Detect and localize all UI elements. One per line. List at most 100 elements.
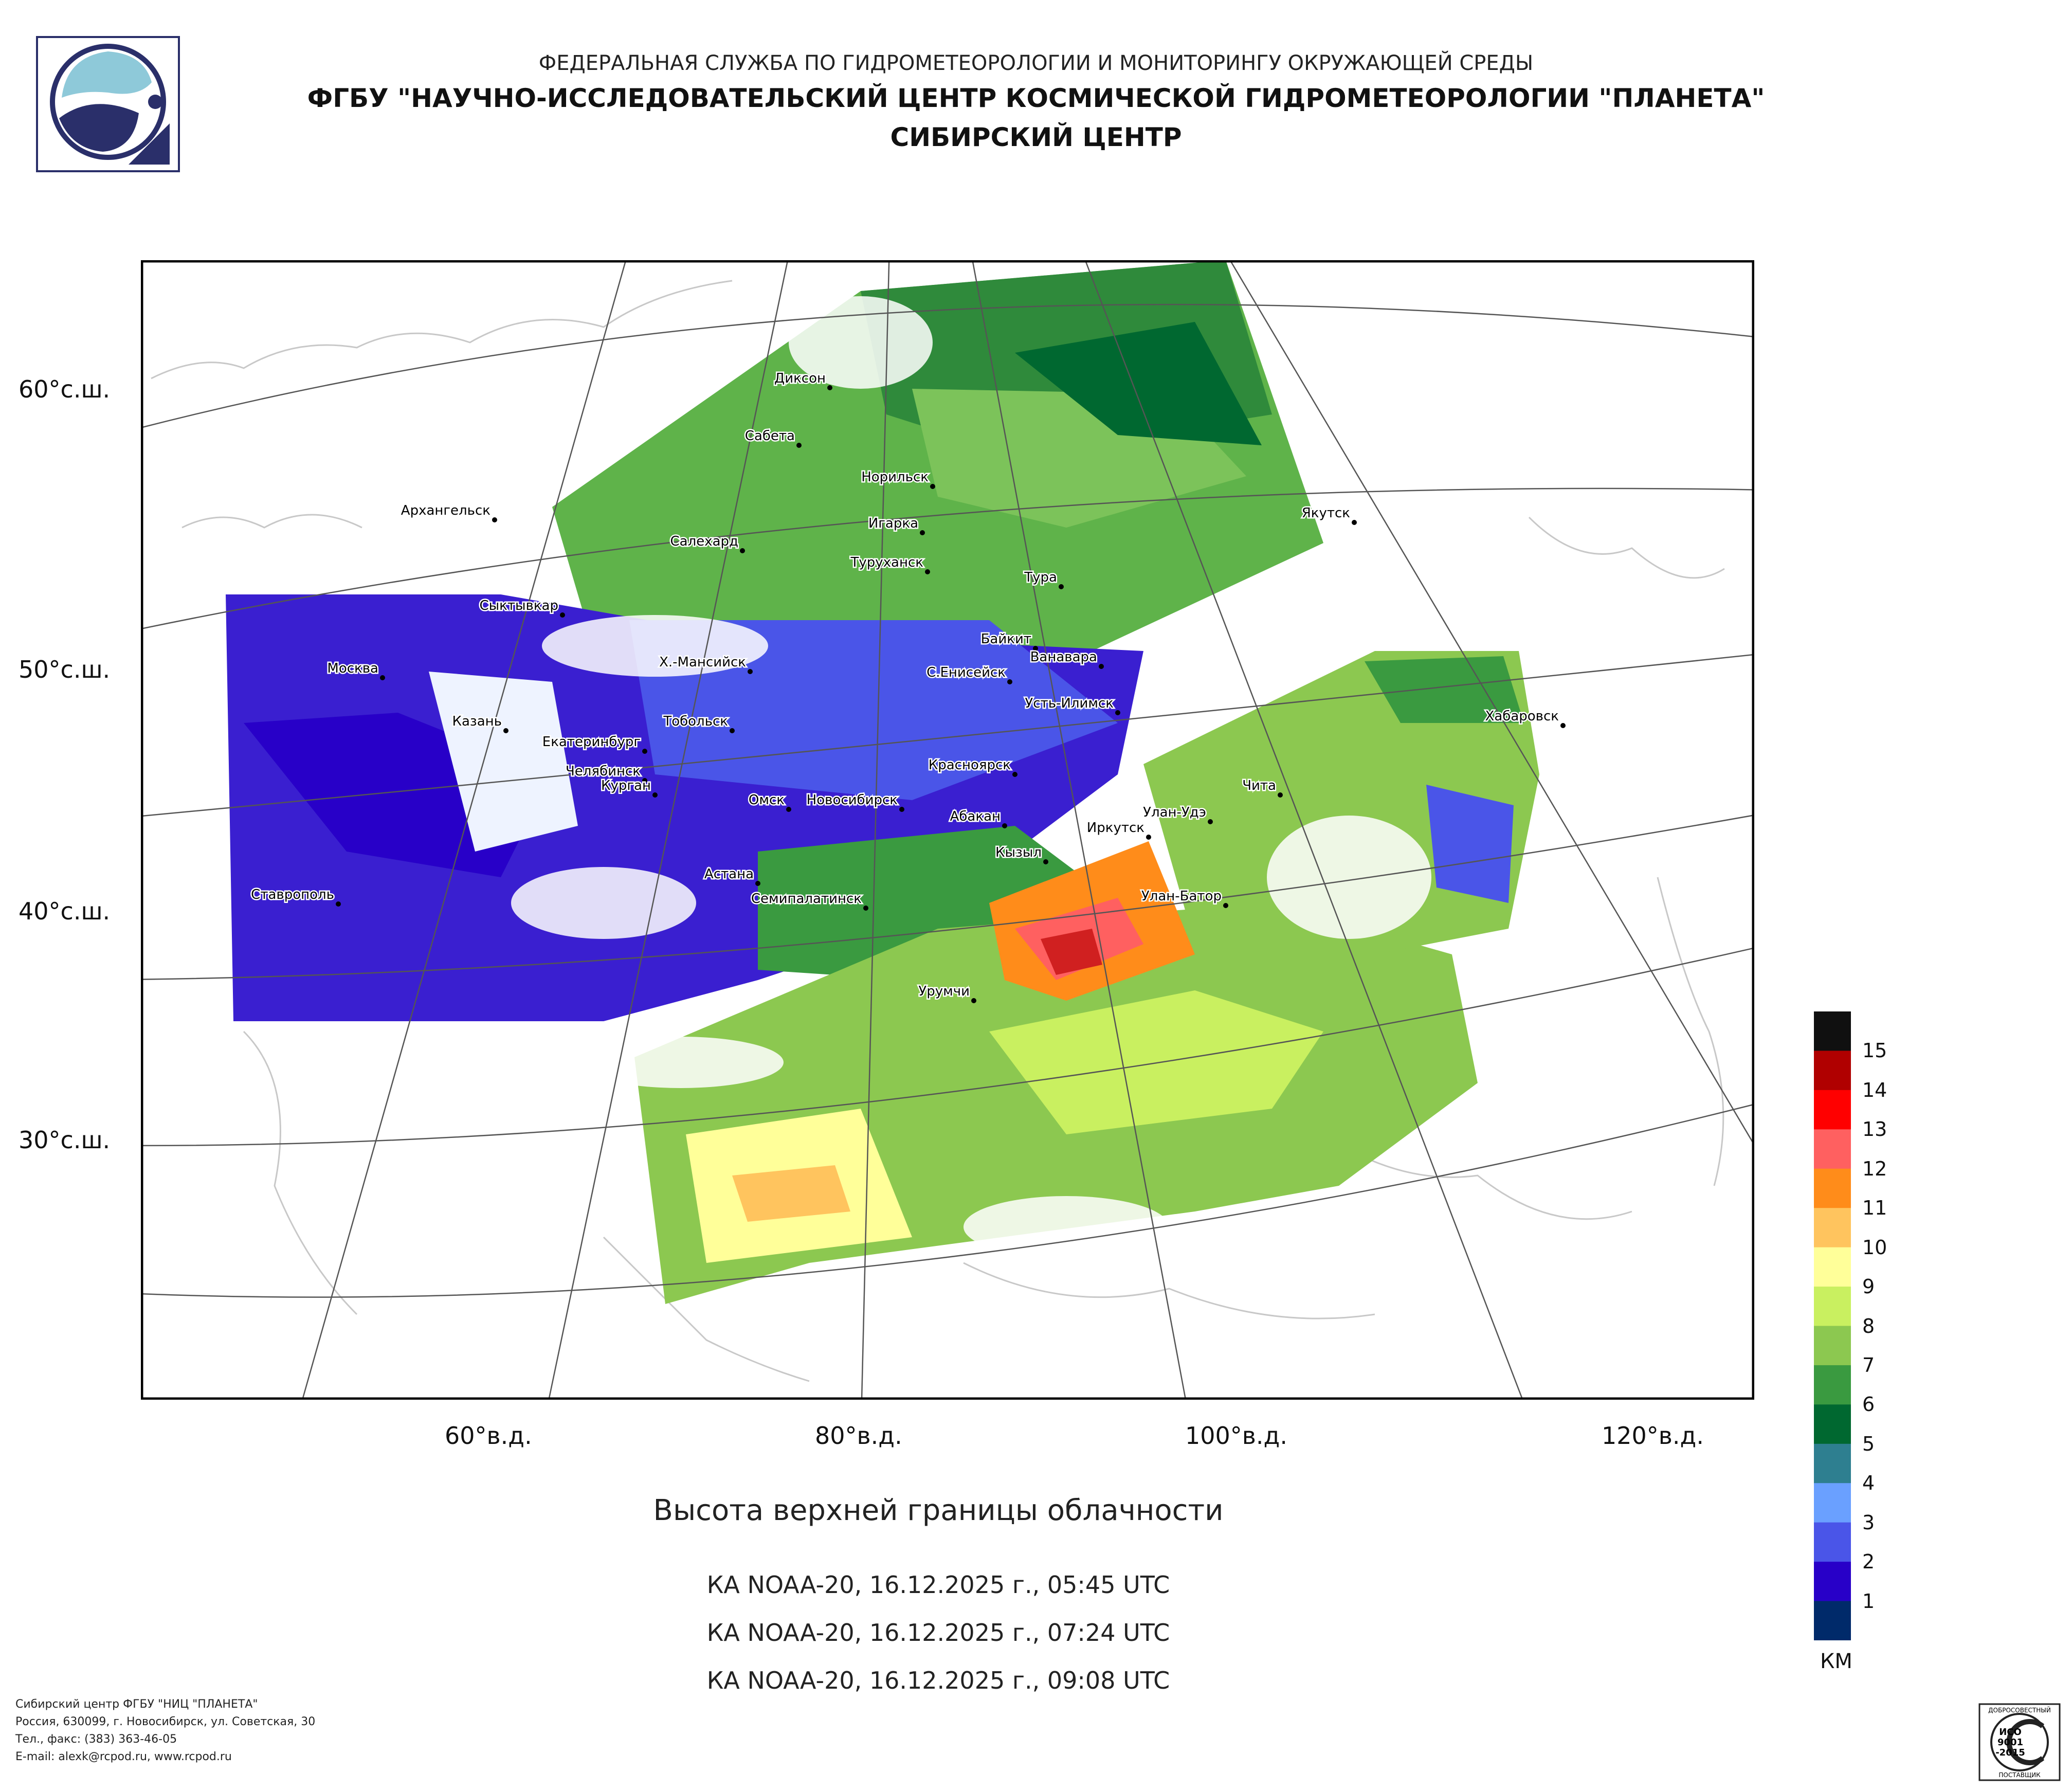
city-label: Иркутск (1087, 820, 1144, 836)
graticule (141, 260, 1754, 1400)
lon-label-60: 60°в.д. (445, 1422, 532, 1450)
cert-top-text: ДОБРОСОВЕСТНЫЙ (1988, 1706, 2051, 1714)
city-label: Кызыл (995, 845, 1042, 860)
city-label: Диксон (774, 371, 826, 386)
city-label: Курган (601, 778, 651, 793)
city-dot (503, 728, 508, 733)
footer-line: E-mail: alexk@rcpod.ru, www.rcpod.ru (15, 1750, 232, 1763)
legend-label: 8 (1862, 1314, 1875, 1337)
city-label: С.Енисейск (926, 665, 1006, 680)
legend-swatch (1814, 1129, 1851, 1169)
cloud-top-height-map: Диксон Сабета Норильск Игарка Архангельск Сал… (141, 260, 1754, 1400)
city-dot (642, 778, 647, 783)
city-dot (740, 548, 745, 553)
legend-label: 13 (1862, 1118, 1887, 1141)
map-title: Высота верхней границы облачности (653, 1494, 1224, 1527)
lat-label-40: 40°с.ш. (19, 897, 111, 925)
city-dot (827, 385, 832, 390)
city-dot (730, 728, 735, 733)
city-dot (1002, 823, 1007, 828)
city-label: Сабета (745, 428, 795, 444)
city-label: Улан-Батор (1141, 889, 1222, 904)
legend-label: 6 (1862, 1393, 1875, 1416)
city-label: Екатеринбург (542, 734, 641, 750)
footer-line: Россия, 630099, г. Новосибирск, ул. Сове… (15, 1715, 316, 1728)
city-label: Улан-Удэ (1143, 805, 1206, 820)
city-dot (1146, 835, 1151, 840)
city-label: Норильск (861, 469, 929, 485)
coastlines (151, 280, 1725, 1382)
city-dot (1208, 819, 1213, 824)
city-dot (971, 998, 976, 1003)
city-label: Сыктывкар (479, 598, 558, 613)
legend-label: 5 (1862, 1432, 1875, 1455)
city-dot (1278, 792, 1283, 798)
cert-bottom-text: ПОСТАВЩИК (1998, 1771, 2041, 1779)
swath-west (226, 594, 1143, 1021)
city-label: Байкит (981, 631, 1031, 647)
city-dot (930, 484, 935, 489)
city-label: Красноярск (929, 757, 1011, 773)
city-dot (1223, 903, 1228, 908)
city-dot (920, 530, 925, 535)
legend-swatch (1814, 1287, 1851, 1326)
legend-unit: КМ (1820, 1650, 1852, 1673)
legend-swatch (1814, 1090, 1851, 1130)
city-dot (748, 669, 753, 674)
city-label: Тобольск (663, 714, 728, 729)
legend-swatch (1814, 1522, 1851, 1562)
city-markers: Диксон Сабета Норильск Игарка Архангельск Сал… (250, 370, 1566, 1003)
city-label: Москва (327, 661, 378, 676)
lon-label-120: 120°в.д. (1602, 1422, 1704, 1450)
legend-label: 4 (1862, 1472, 1875, 1495)
city-dot (642, 749, 647, 754)
city-dot (1033, 646, 1038, 651)
city-label: Салехард (670, 534, 738, 549)
lon-label-80: 80°в.д. (815, 1422, 902, 1450)
city-dot (1560, 723, 1566, 728)
city-label: Чита (1242, 778, 1276, 793)
legend-label: 14 (1862, 1078, 1887, 1101)
city-label: Омск (749, 792, 785, 808)
legend-label: 1 (1862, 1589, 1875, 1613)
legend-swatch (1814, 1443, 1851, 1484)
cert-l3: -2015 (1995, 1747, 2025, 1758)
city-dot (336, 901, 341, 907)
city-label: Казань (452, 714, 502, 729)
city-dot (1012, 772, 1017, 777)
legend-swatch (1814, 1247, 1851, 1287)
city-label: Архангельск (401, 503, 490, 518)
city-label: Урумчи (918, 984, 970, 999)
legend-swatch (1814, 1483, 1851, 1523)
city-dot (786, 807, 791, 812)
header-agency: ФЕДЕРАЛЬНАЯ СЛУЖБА ПО ГИДРОМЕТЕОРОЛОГИИ … (538, 51, 1534, 75)
legend-swatch (1814, 1365, 1851, 1405)
swath-south (634, 841, 1478, 1304)
legend-label: 10 (1862, 1236, 1887, 1259)
cloud-free-areas (511, 296, 1431, 1258)
city-label: Ванавара (1030, 649, 1097, 665)
legend-swatch (1814, 1168, 1851, 1208)
iso-certificate-badge: ДОБРОСОВЕСТНЫЙ ИСО 9001 -2015 ПОСТАВЩИК (1978, 1703, 2061, 1781)
city-label: Тура (1024, 570, 1057, 585)
city-label: Семипалатинск (751, 891, 862, 907)
city-dot (899, 807, 904, 812)
city-dot (1059, 584, 1064, 589)
legend-swatch (1814, 1326, 1851, 1366)
legend-colorbar (1814, 1011, 1851, 1640)
city-label: Хабаровск (1485, 709, 1559, 724)
legend-swatch (1814, 1208, 1851, 1248)
legend-swatch (1814, 1051, 1851, 1091)
lat-label-60: 60°с.ш. (19, 375, 111, 403)
city-label: Усть-Илимск (1025, 696, 1114, 711)
planeta-logo (36, 36, 180, 172)
city-dot (796, 443, 802, 448)
city-dot (925, 569, 930, 574)
city-label: Новосибирск (807, 792, 898, 808)
header-institute: ФГБУ "НАУЧНО-ИССЛЕДОВАТЕЛЬСКИЙ ЦЕНТР КОС… (307, 83, 1765, 113)
city-dot (863, 906, 868, 911)
city-label: Якутск (1302, 505, 1350, 521)
city-dot (755, 881, 760, 886)
footer-line: Тел., факс: (383) 363-46-05 (15, 1733, 177, 1746)
footer-line: Сибирский центр ФГБУ "НИЦ "ПЛАНЕТА" (15, 1698, 258, 1711)
